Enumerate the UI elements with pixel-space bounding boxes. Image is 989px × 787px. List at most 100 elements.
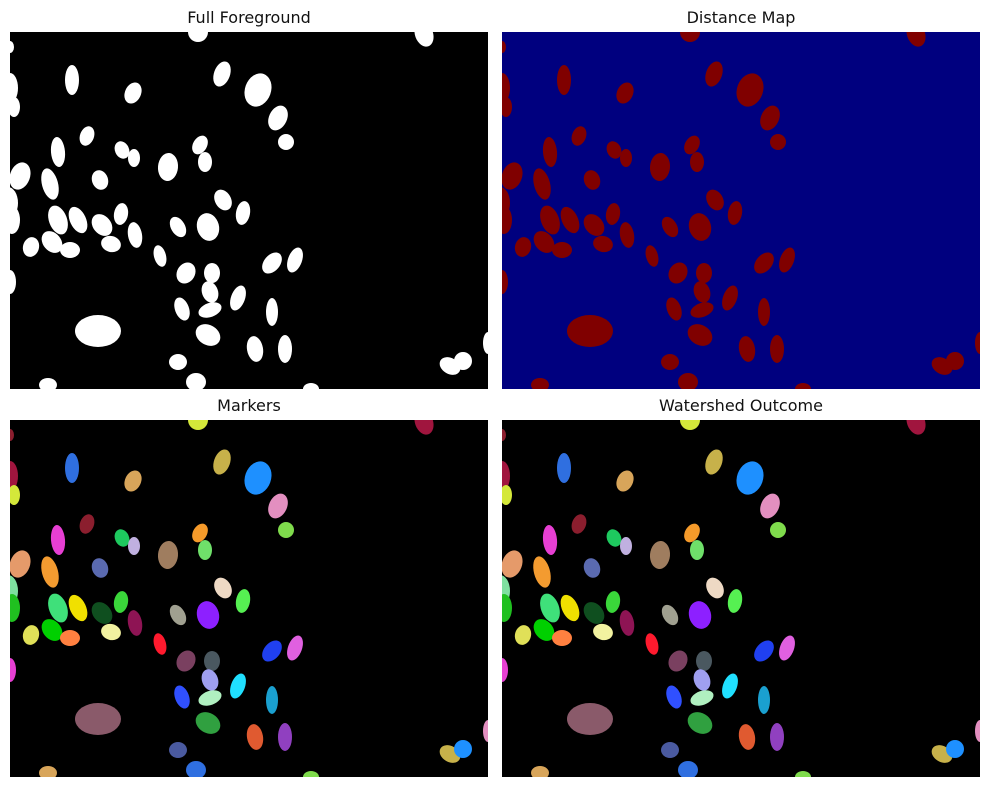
markers-nucleus — [201, 669, 219, 691]
fg-nucleus — [230, 285, 246, 311]
dist-nucleus — [795, 383, 811, 389]
markers-nucleus — [114, 529, 130, 547]
watershed-nucleus — [583, 602, 605, 624]
dist-nucleus — [619, 222, 635, 248]
dist-nucleus — [552, 242, 572, 258]
watershed-nucleus — [552, 630, 572, 646]
distance-map-image — [502, 32, 980, 389]
watershed-nucleus — [690, 540, 704, 560]
markers-nucleus — [101, 623, 121, 641]
watershed-nucleus — [975, 720, 980, 742]
watershed-nucleus — [567, 703, 613, 735]
watershed-nucleus — [668, 650, 688, 672]
watershed-outcome-canvas — [502, 420, 980, 777]
markers-canvas — [10, 420, 488, 777]
dist-nucleus — [531, 378, 549, 389]
dist-nucleus — [706, 189, 724, 211]
watershed-nucleus — [688, 601, 712, 629]
watershed-nucleus — [606, 529, 622, 547]
watershed-nucleus — [758, 686, 770, 714]
dist-nucleus — [722, 285, 738, 311]
markers-nucleus — [10, 461, 18, 491]
dist-nucleus — [661, 216, 679, 238]
fg-nucleus — [10, 206, 20, 234]
watershed-nucleus — [616, 470, 634, 492]
watershed-nucleus — [754, 640, 774, 662]
markers-nucleus — [124, 470, 142, 492]
dist-nucleus — [684, 135, 700, 155]
dist-nucleus — [583, 214, 605, 236]
dist-nucleus — [502, 206, 512, 234]
dist-nucleus — [542, 137, 558, 167]
dist-nucleus — [583, 170, 601, 190]
fg-nucleus — [198, 152, 212, 172]
dist-nucleus — [738, 336, 756, 362]
dist-nucleus — [906, 32, 926, 47]
watershed-nucleus — [795, 771, 811, 777]
dist-nucleus — [616, 82, 634, 104]
markers-nucleus — [454, 740, 472, 758]
dist-nucleus — [502, 41, 506, 53]
fg-nucleus — [246, 336, 264, 362]
fg-nucleus — [91, 170, 109, 190]
dist-nucleus — [680, 32, 700, 42]
dist-nucleus — [502, 73, 510, 103]
panel-title-full-foreground: Full Foreground — [187, 8, 311, 27]
markers-nucleus — [266, 686, 278, 714]
fg-nucleus — [10, 162, 31, 190]
dist-nucleus — [533, 168, 551, 200]
markers-nucleus — [262, 640, 282, 662]
markers-nucleus — [303, 771, 319, 777]
fg-nucleus — [268, 105, 288, 131]
dist-nucleus — [661, 354, 679, 370]
watershed-nucleus — [706, 577, 724, 599]
watershed-nucleus — [696, 651, 712, 671]
markers-nucleus — [174, 685, 190, 709]
markers-nucleus — [50, 525, 66, 555]
dist-nucleus — [754, 252, 774, 274]
watershed-nucleus — [760, 493, 780, 519]
markers-nucleus — [48, 593, 68, 623]
fg-nucleus — [41, 168, 59, 200]
markers-nucleus — [287, 635, 303, 661]
fg-nucleus — [113, 203, 129, 225]
markers-nucleus — [186, 761, 206, 777]
dist-nucleus — [758, 298, 770, 326]
watershed-nucleus — [649, 541, 671, 569]
fg-nucleus — [266, 298, 278, 326]
watershed-nucleus — [705, 449, 723, 475]
dist-nucleus — [705, 61, 723, 87]
watershed-nucleus — [645, 633, 659, 655]
watershed-nucleus — [666, 685, 682, 709]
fg-nucleus — [10, 41, 14, 53]
watershed-nucleus — [687, 712, 713, 734]
fg-nucleus — [414, 32, 434, 47]
dist-nucleus — [770, 134, 786, 150]
markers-nucleus — [204, 651, 220, 671]
watershed-nucleus — [906, 420, 926, 435]
fg-nucleus — [124, 82, 142, 104]
dist-nucleus — [678, 373, 698, 389]
watershed-nucleus — [661, 742, 679, 758]
watershed-nucleus — [593, 623, 613, 641]
markers-nucleus — [39, 766, 57, 777]
fg-nucleus — [39, 378, 57, 389]
markers-nucleus — [22, 625, 40, 645]
dist-nucleus — [645, 245, 659, 267]
markers-nucleus — [198, 690, 222, 706]
markers-nucleus — [153, 633, 167, 655]
markers-nucleus — [60, 630, 80, 646]
dist-nucleus — [502, 162, 523, 190]
watershed-nucleus — [620, 537, 632, 555]
markers-nucleus — [128, 537, 140, 555]
fg-nucleus — [188, 32, 208, 42]
dist-nucleus — [571, 126, 587, 146]
dist-nucleus — [606, 141, 622, 159]
fg-nucleus — [153, 245, 167, 267]
watershed-nucleus — [736, 461, 764, 495]
markers-nucleus — [278, 522, 294, 538]
dist-nucleus — [620, 149, 632, 167]
fg-nucleus — [10, 270, 16, 294]
markers-nucleus — [41, 619, 63, 641]
markers-nucleus — [268, 493, 288, 519]
